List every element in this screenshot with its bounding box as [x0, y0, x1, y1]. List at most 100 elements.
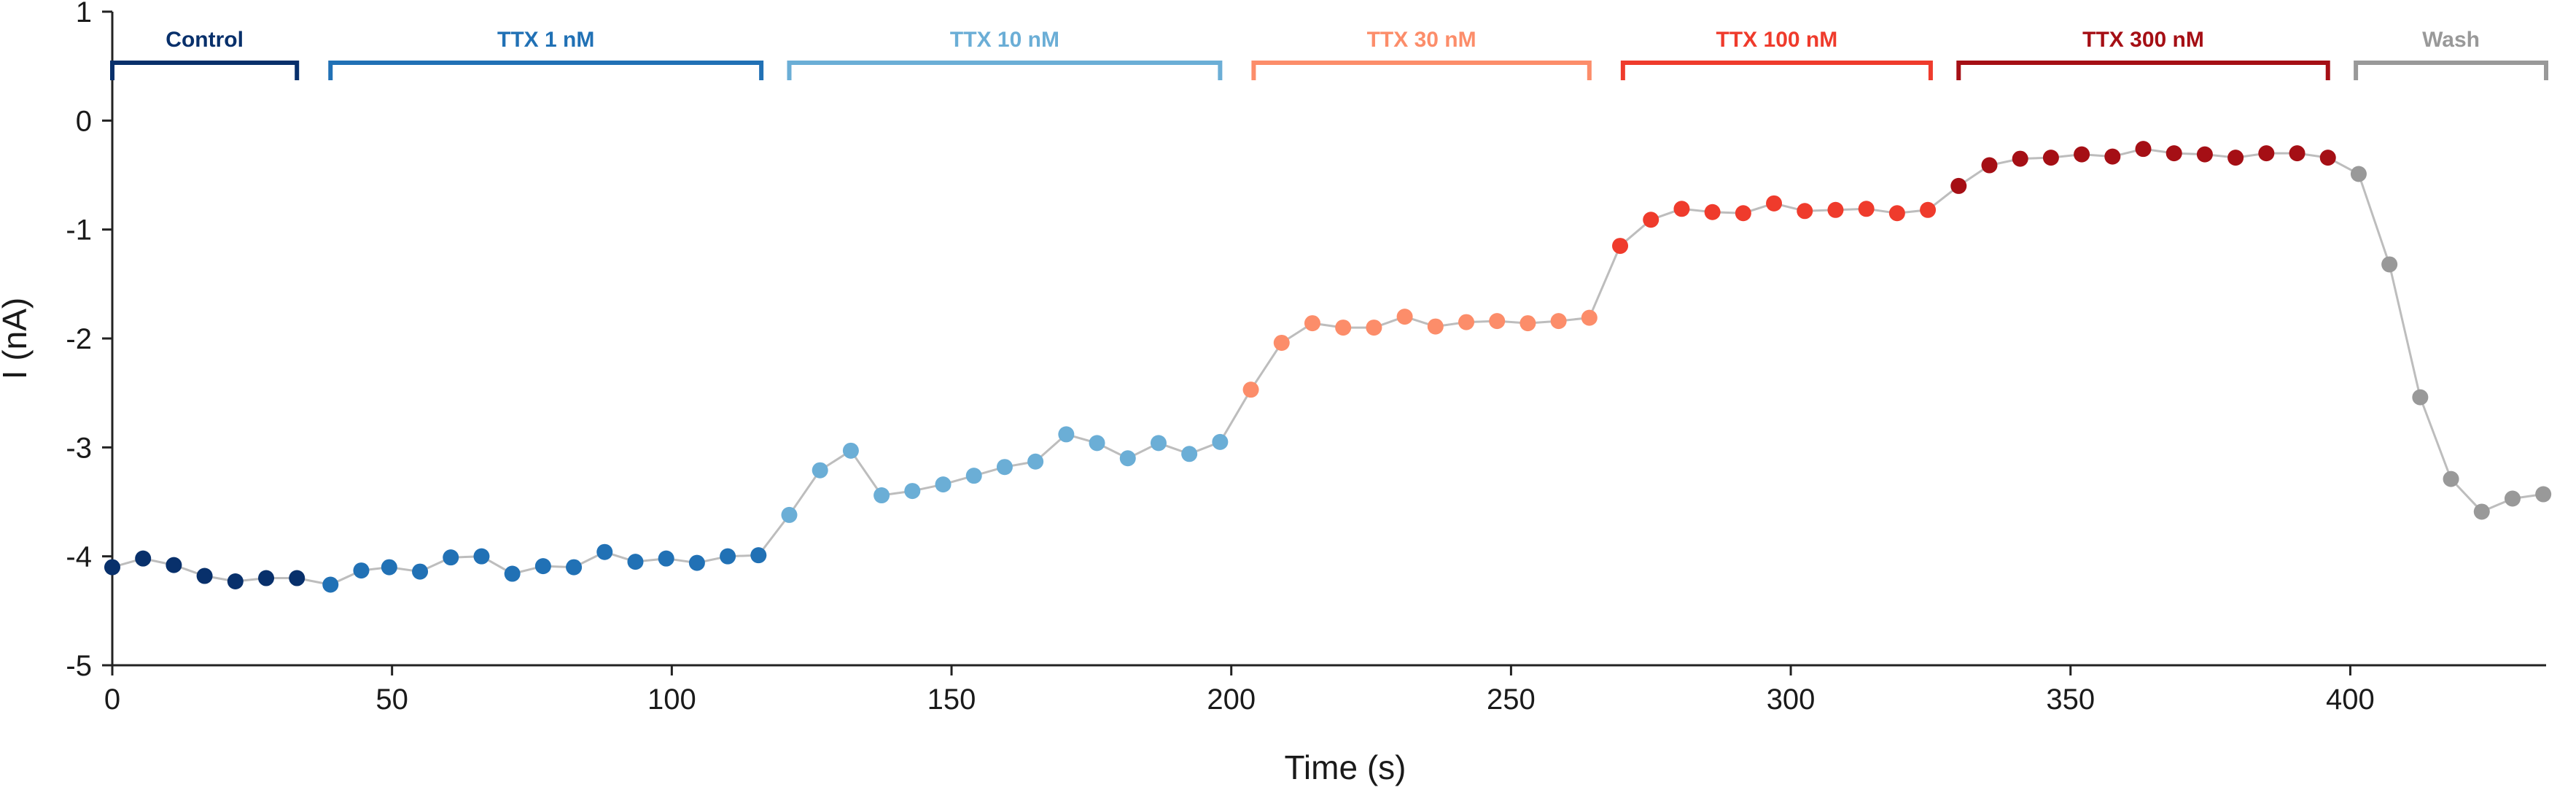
data-point [873, 487, 890, 504]
data-point [1858, 201, 1875, 217]
data-point [996, 459, 1013, 476]
condition-label: TTX 300 nM [2082, 28, 2204, 52]
data-point [1673, 201, 1690, 217]
data-point [381, 559, 397, 576]
data-point [1181, 446, 1198, 462]
data-point [1550, 313, 1567, 330]
condition-bracket [787, 61, 1223, 80]
data-point [1335, 320, 1352, 336]
data-point [322, 576, 339, 593]
data-point [289, 570, 306, 586]
condition-label: TTX 30 nM [1367, 28, 1476, 52]
data-point [596, 543, 613, 560]
condition-label: TTX 1 nM [497, 28, 594, 52]
data-point [965, 468, 982, 484]
condition-label: TTX 100 nM [1716, 28, 1838, 52]
data-point [534, 558, 551, 575]
condition-label: TTX 10 nM [950, 28, 1059, 52]
data-point [1766, 195, 1783, 212]
data-points [104, 141, 2552, 593]
y-tick-label: -1 [66, 214, 92, 247]
condition-label: Control [166, 28, 244, 52]
x-tick-label: 150 [927, 683, 976, 716]
condition-bracket [1251, 61, 1592, 80]
x-tick-label: 200 [1207, 683, 1256, 716]
data-point [2504, 490, 2521, 507]
data-point [196, 568, 213, 584]
data-point [1242, 382, 1259, 398]
series-group [1242, 309, 1598, 398]
data-point [2227, 150, 2244, 166]
x-tick-label: 100 [647, 683, 696, 716]
connector-line-group [112, 147, 2544, 586]
data-point [1089, 435, 1105, 452]
y-tick-label: -3 [66, 432, 92, 464]
data-point [688, 554, 705, 571]
data-point [1797, 203, 1813, 220]
data-point [566, 559, 583, 576]
series-group [1950, 141, 2336, 194]
x-axis-title: Time (s) [1285, 748, 1406, 786]
x-tick-label: 250 [1487, 683, 1536, 716]
data-point [658, 550, 674, 567]
data-point [227, 573, 244, 590]
data-point [1304, 315, 1320, 332]
data-point [1643, 212, 1659, 228]
series-group [781, 426, 1229, 523]
data-point [2012, 150, 2028, 167]
data-point [443, 549, 459, 566]
data-point [2319, 150, 2336, 166]
y-tick-label: 0 [76, 105, 92, 137]
y-tick-label: -2 [66, 323, 92, 355]
data-point [1458, 314, 1475, 330]
data-point [720, 548, 736, 565]
condition-bracket [1620, 61, 1933, 80]
connector-line [112, 147, 2544, 586]
data-point [2135, 141, 2152, 158]
data-point [504, 565, 521, 582]
y-tick-label: -5 [66, 650, 92, 682]
series-group [1612, 195, 1937, 255]
data-point [2535, 486, 2552, 503]
condition-bracket [328, 61, 764, 80]
data-point [412, 563, 429, 580]
condition-brackets: Control TTX 1 nM TTX 10 nM TTX 30 nM TTX 100… [110, 28, 2548, 80]
data-point [166, 557, 182, 573]
data-point [1735, 205, 1751, 222]
data-point [104, 559, 120, 576]
data-point [2074, 146, 2090, 163]
y-ticks: 1 0 -1 -2 -3 -4 -5 [66, 0, 112, 682]
data-point [1366, 320, 1382, 336]
condition-bracket [110, 61, 300, 80]
data-point [2196, 146, 2213, 163]
data-point [1489, 313, 1506, 330]
data-point [135, 550, 152, 567]
y-tick-label: -4 [66, 541, 92, 573]
x-tick-label: 400 [2326, 683, 2375, 716]
series-group [322, 543, 767, 593]
data-point [1920, 201, 1937, 218]
data-point [1981, 157, 1998, 174]
data-point [1396, 309, 1413, 325]
data-point [2258, 145, 2275, 162]
data-point [2289, 145, 2305, 162]
data-point [1950, 177, 1967, 194]
data-point [781, 506, 798, 523]
axes: Time (s) I (nA) [0, 12, 2546, 786]
data-point [1519, 315, 1536, 332]
data-point [1581, 309, 1598, 326]
data-point [2473, 503, 2490, 520]
x-tick-label: 50 [375, 683, 408, 716]
y-axis-title: I (nA) [0, 298, 34, 379]
data-point [750, 547, 767, 564]
data-point [2412, 389, 2429, 406]
data-point [2350, 166, 2367, 182]
data-point [1827, 201, 1844, 218]
data-point [627, 554, 644, 570]
data-point [1212, 433, 1229, 450]
x-tick-label: 0 [104, 683, 120, 716]
data-point [2042, 150, 2059, 166]
x-tick-label: 300 [1767, 683, 1816, 716]
x-ticks: 0 50 100 150 200 250 300 350 400 [104, 665, 2375, 716]
data-point [904, 483, 921, 500]
